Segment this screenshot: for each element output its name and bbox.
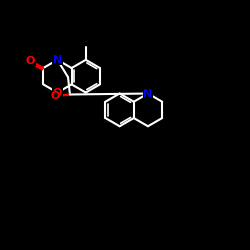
Text: O: O: [50, 91, 60, 101]
Text: O: O: [26, 56, 35, 66]
Text: N: N: [143, 88, 152, 99]
Text: N: N: [53, 55, 62, 65]
Text: O: O: [53, 88, 62, 98]
